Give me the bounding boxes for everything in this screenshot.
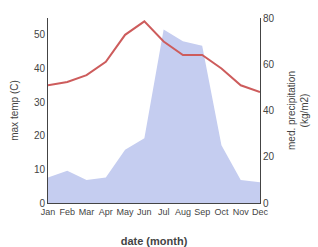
- svg-text:Oct: Oct: [214, 207, 229, 217]
- svg-text:0: 0: [263, 198, 269, 209]
- svg-text:Nov: Nov: [233, 207, 250, 217]
- svg-text:max temp (C): max temp (C): [9, 80, 20, 141]
- svg-text:50: 50: [34, 29, 46, 40]
- svg-text:20: 20: [34, 130, 46, 141]
- svg-text:40: 40: [263, 105, 275, 116]
- svg-text:Jun: Jun: [137, 207, 152, 217]
- svg-text:0: 0: [39, 198, 45, 209]
- svg-text:Feb: Feb: [60, 207, 76, 217]
- svg-text:80: 80: [263, 13, 275, 24]
- svg-text:med. precipitation(kg/m2): med. precipitation(kg/m2): [286, 71, 310, 150]
- svg-text:Dec: Dec: [252, 207, 269, 217]
- svg-text:Aug: Aug: [175, 207, 191, 217]
- svg-text:30: 30: [34, 97, 46, 108]
- svg-text:Sep: Sep: [194, 207, 210, 217]
- svg-text:Mar: Mar: [79, 207, 95, 217]
- svg-text:10: 10: [34, 164, 46, 175]
- svg-text:May: May: [117, 207, 135, 217]
- svg-text:Jul: Jul: [158, 207, 170, 217]
- svg-text:40: 40: [34, 63, 46, 74]
- svg-text:date (month): date (month): [121, 235, 188, 247]
- svg-text:Jan: Jan: [41, 207, 56, 217]
- svg-text:20: 20: [263, 151, 275, 162]
- svg-text:Apr: Apr: [99, 207, 113, 217]
- svg-text:60: 60: [263, 59, 275, 70]
